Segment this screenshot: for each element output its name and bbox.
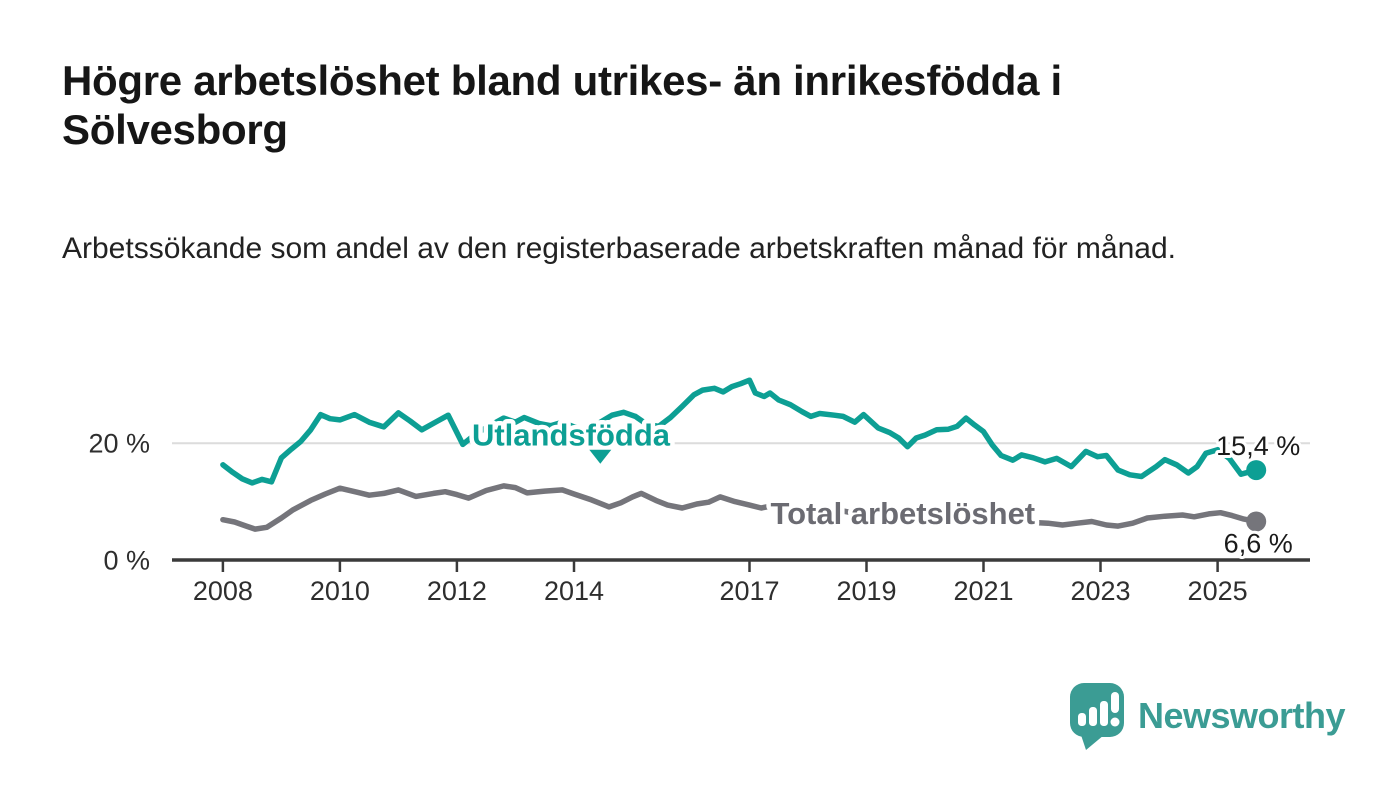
end-value-label-total-arbetsl-shet: 6,6 %	[1224, 529, 1293, 559]
end-dot-utlandsf-dda	[1246, 460, 1267, 481]
x-tick-label: 2025	[1188, 576, 1248, 606]
chart-title: Högre arbetslöshet bland utrikes- än inr…	[62, 57, 1062, 154]
y-tick-label: 20 %	[88, 429, 150, 459]
x-tick-label: 2019	[836, 576, 896, 606]
bar-chart-icon-bar2	[1088, 707, 1097, 726]
y-tick-label: 0 %	[103, 546, 150, 576]
axis-layer: 2008 2010 2012 2014 2017 2019 2021 2023 2025 0 % 2…	[88, 429, 1310, 606]
bar-chart-icon-bar3	[1099, 701, 1108, 726]
chart-subtitle: Arbetssökande som andel av den registerb…	[62, 232, 1176, 265]
bar-chart-icon-bar1	[1077, 713, 1086, 726]
series-line-total-arbetsl-shet	[220, 483, 1259, 532]
newsworthy-brand-text: Newsworthy	[1137, 695, 1346, 736]
x-tick-label: 2010	[310, 576, 370, 606]
series-label-utlandsf-dda: Utlandsfödda	[472, 418, 671, 453]
end-dot-total-arbetsl-shet	[1246, 511, 1267, 532]
exclamation-icon-bar	[1110, 692, 1119, 713]
series-layer	[220, 377, 1259, 532]
x-tick-label: 2012	[427, 576, 487, 606]
speech-bubble-tail	[1080, 735, 1104, 750]
series-label-total-arbetsl-shet: Total arbetslöshet	[770, 496, 1035, 531]
newsworthy-logo-icon	[1069, 683, 1124, 750]
exclamation-icon-dot	[1110, 717, 1120, 727]
newsworthy-logo: Newsworthy	[1068, 681, 1346, 751]
end-value-label-utlandsf-dda: 15,4 %	[1216, 431, 1300, 461]
series-line-utlandsf-dda	[220, 377, 1259, 486]
annotation-layer: Utlandsfödda Total arbetslöshet 6,6 % 15,4 …	[467, 413, 1303, 561]
x-tick-label: 2017	[719, 576, 779, 606]
x-tick-label: 2021	[953, 576, 1013, 606]
x-tick-label: 2023	[1070, 576, 1130, 606]
down-arrow-icon	[589, 449, 612, 464]
x-tick-label: 2008	[193, 576, 253, 606]
x-tick-label: 2014	[544, 576, 604, 606]
